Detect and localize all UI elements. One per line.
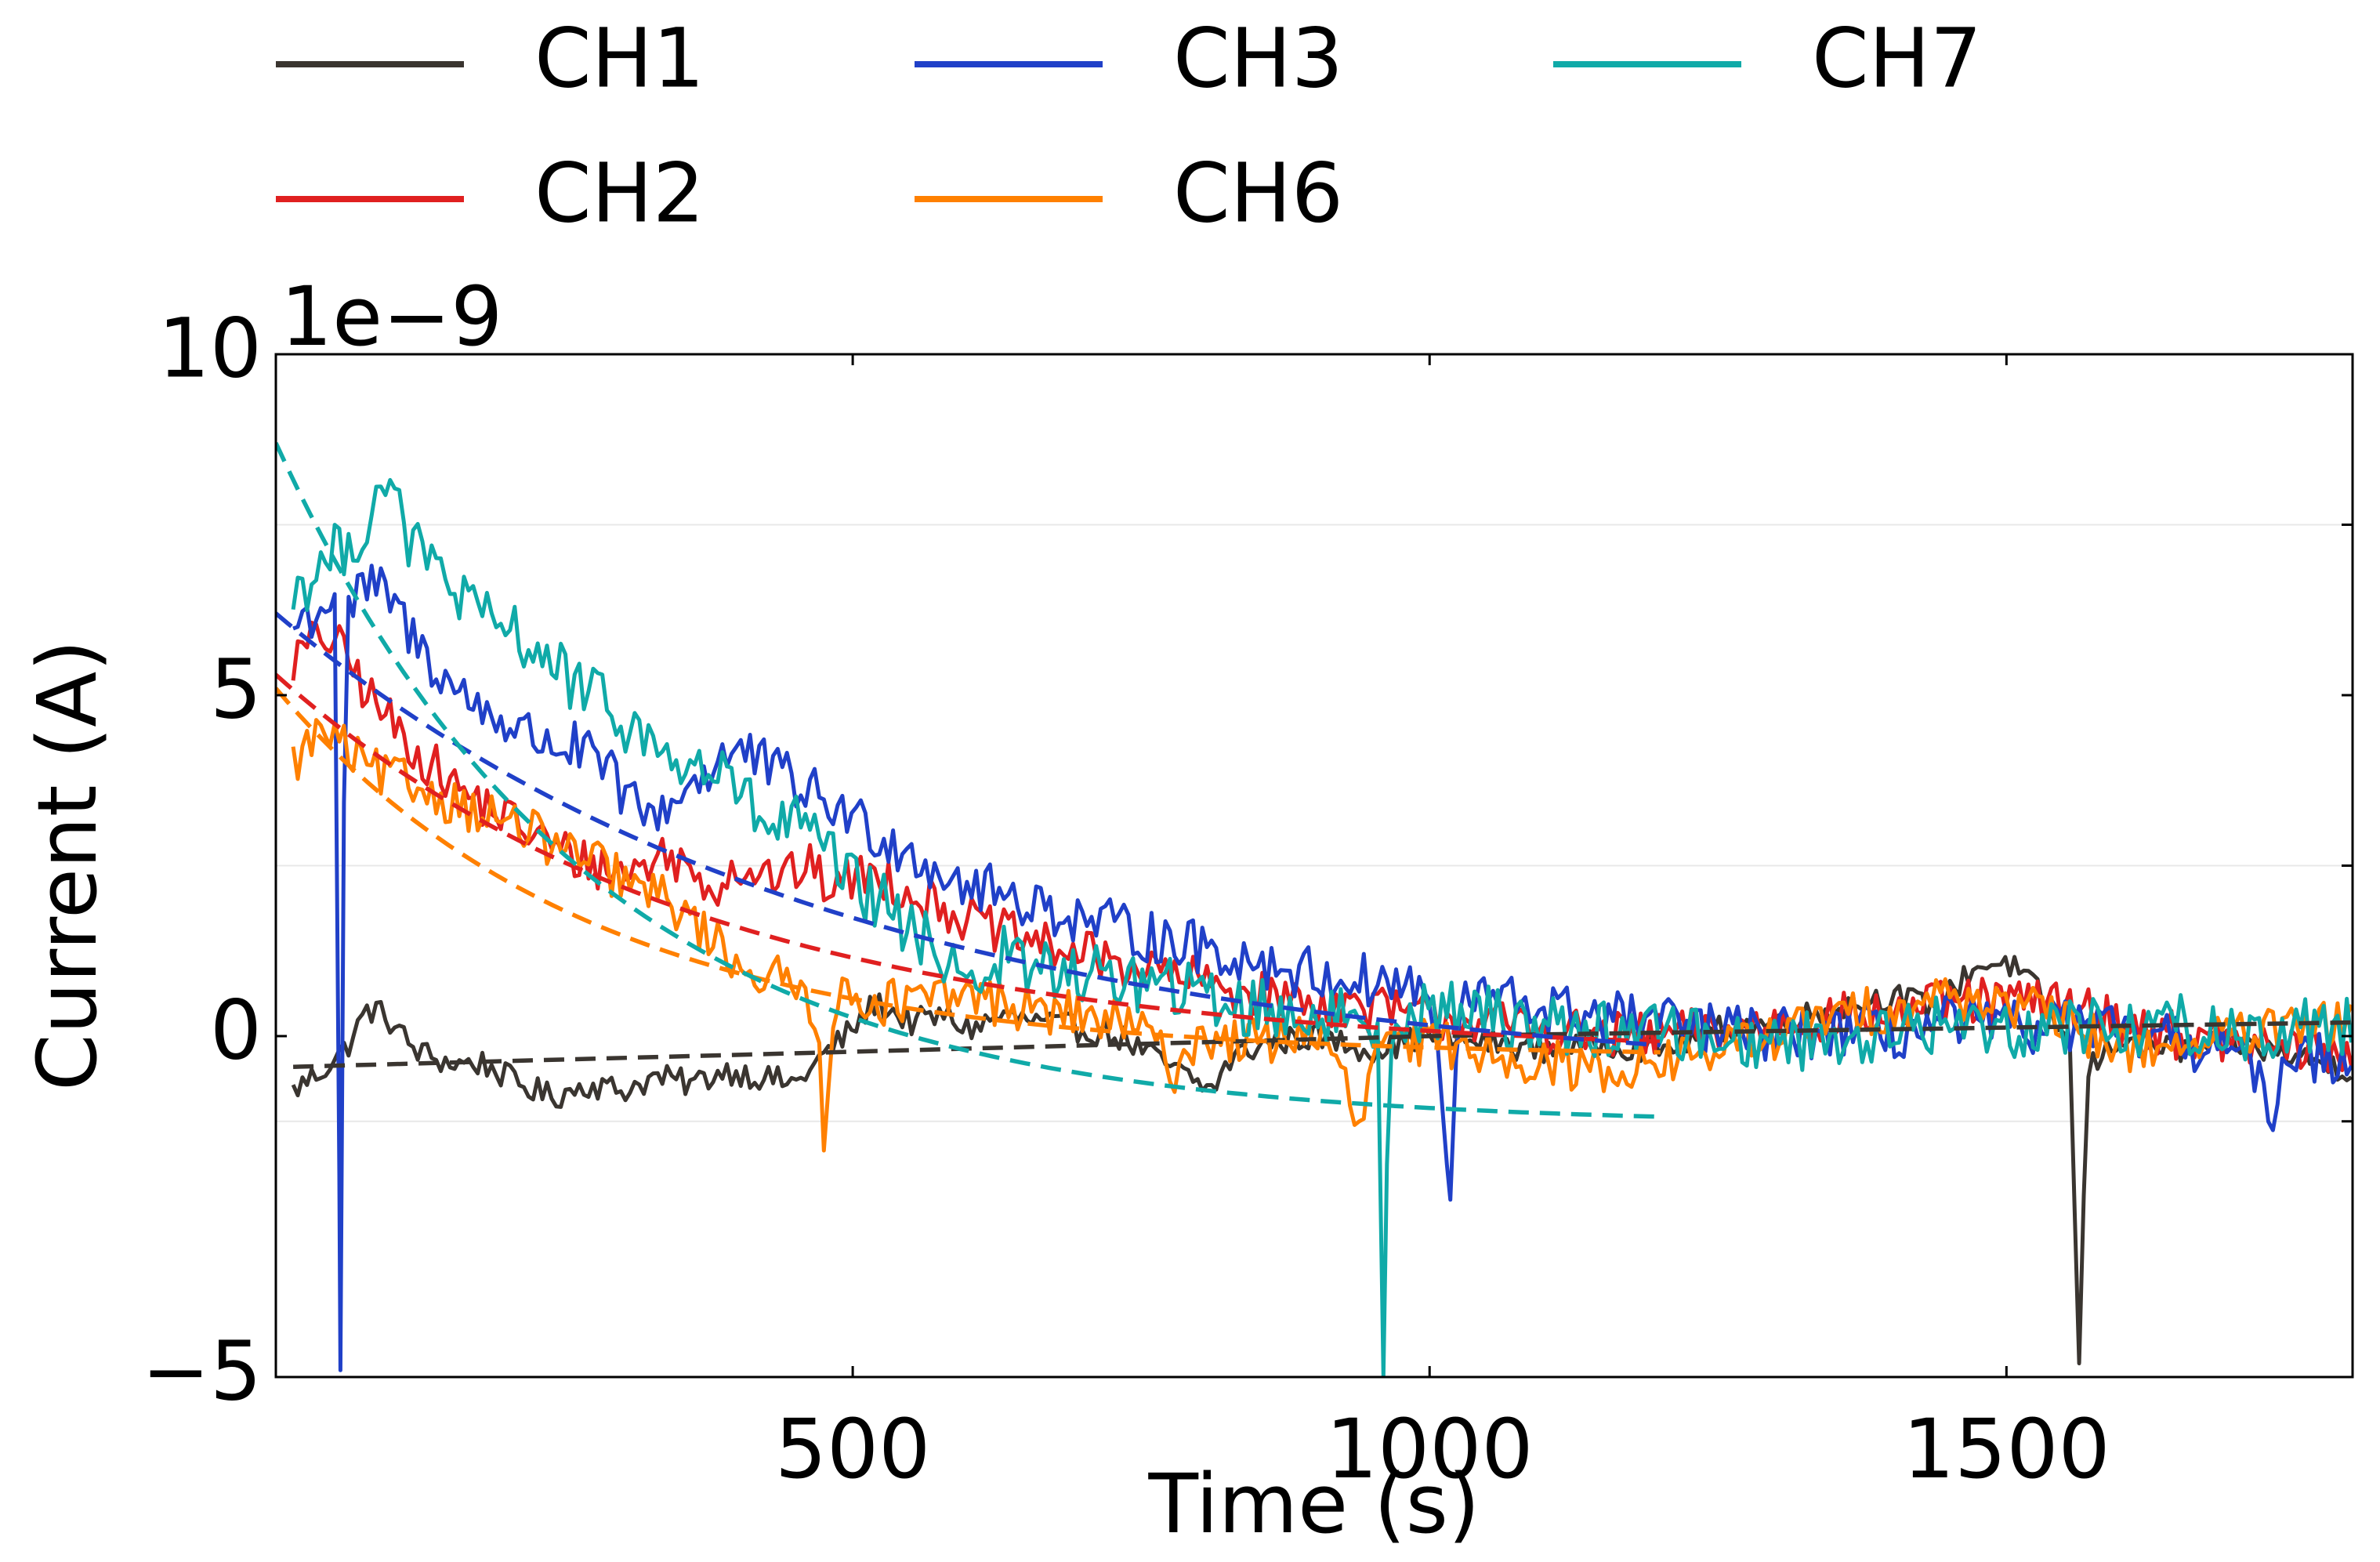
x-tick-label-1500: 1500 (1903, 1401, 2110, 1497)
y-offset-label: 1e−9 (281, 269, 502, 364)
axis-ticks: 500 1000 1500 −5 0 5 10 (142, 300, 2353, 1497)
y-tick-label-5: 5 (210, 641, 262, 737)
legend-item-ch7: CH7 (1553, 10, 1982, 106)
series-line-ch1 (291, 955, 2353, 1366)
legend-item-ch2: CH2 (276, 145, 705, 241)
fit-line-ch1 (293, 1020, 2353, 1069)
x-axis-label: Time (s) (1148, 1456, 1480, 1552)
legend-label-ch2: CH2 (534, 145, 705, 241)
plot-area (276, 441, 2353, 1377)
series-line-ch7 (291, 477, 2353, 1377)
legend-label-ch1: CH1 (534, 10, 705, 106)
legend-item-ch6: CH6 (915, 145, 1343, 241)
legend-label-ch6: CH6 (1173, 145, 1343, 241)
fit-line-ch6 (276, 687, 1661, 1055)
legend-item-ch1: CH1 (276, 10, 705, 106)
y-tick-label--5: −5 (142, 1323, 262, 1419)
legend-item-ch3: CH3 (915, 10, 1343, 106)
fit-line-ch7 (276, 441, 1661, 1119)
y-axis-label: Current (A) (20, 640, 115, 1091)
legend: CH1 CH2 CH3 CH6 CH7 (276, 10, 1982, 241)
legend-label-ch3: CH3 (1173, 10, 1343, 106)
fit-line-ch2 (276, 672, 1661, 1044)
legend-label-ch7: CH7 (1812, 10, 1982, 106)
y-tick-label-10: 10 (158, 300, 262, 396)
x-tick-label-1000: 1000 (1326, 1401, 1534, 1497)
y-tick-label-0: 0 (210, 982, 262, 1078)
x-tick-label-500: 500 (775, 1401, 931, 1497)
